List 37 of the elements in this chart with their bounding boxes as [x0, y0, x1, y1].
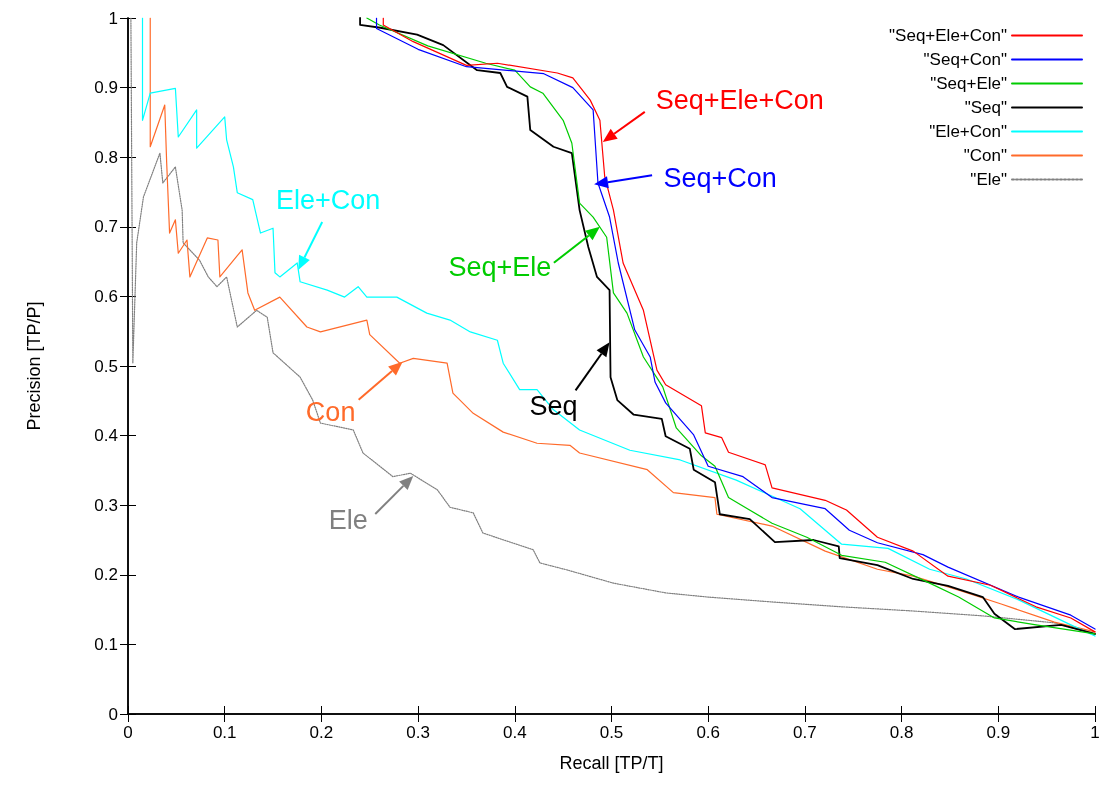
y-axis-title: Precision [TP/P] [24, 301, 44, 431]
x-tick-label: 0.2 [309, 723, 334, 742]
y-tick-label: 0.1 [94, 634, 118, 654]
legend-label: "Ele+Con" [929, 122, 1007, 141]
x-tick-label: 0 [123, 723, 133, 742]
legend-label: "Seq+Ele" [930, 74, 1007, 93]
y-tick-label: 0 [108, 704, 118, 724]
annotation: Seq+Con [663, 163, 777, 194]
annotation: Ele [328, 504, 368, 535]
x-tick-label: 0.8 [889, 723, 914, 742]
y-tick-label: 0.8 [94, 147, 118, 167]
annotation: Seq+Ele+Con [655, 84, 824, 115]
legend-label: "Seq+Con" [923, 50, 1007, 69]
y-tick-label: 0.6 [94, 286, 118, 306]
x-tick-label: 0.9 [986, 723, 1011, 742]
y-tick-label: 0.4 [94, 426, 118, 446]
x-tick-label: 0.5 [599, 723, 624, 742]
annotation: Ele+Con [276, 184, 381, 215]
annotation: Seq+Ele [448, 251, 552, 282]
y-tick-label: 0.7 [94, 217, 118, 237]
legend-label: "Seq" [964, 98, 1007, 117]
y-tick-label: 0.3 [94, 495, 118, 515]
x-tick-label: 0.7 [793, 723, 817, 742]
x-axis-title: Recall [TP/T] [559, 753, 664, 773]
x-tick-label: 0.3 [406, 723, 430, 742]
y-tick-label: 0.5 [94, 356, 118, 376]
y-tick-label: 1 [108, 8, 118, 28]
legend-label: "Seq+Ele+Con" [889, 26, 1007, 45]
x-tick-label: 1 [1090, 723, 1100, 742]
legend-label: "Ele" [970, 170, 1007, 189]
legend-label: "Con" [963, 146, 1007, 165]
x-tick-label: 0.6 [696, 723, 721, 742]
y-tick-label: 0.2 [94, 565, 118, 585]
x-tick-label: 0.4 [502, 723, 527, 742]
y-tick-label: 0.9 [94, 78, 118, 98]
annotation: Con [305, 396, 356, 427]
x-tick-label: 0.1 [212, 723, 237, 742]
